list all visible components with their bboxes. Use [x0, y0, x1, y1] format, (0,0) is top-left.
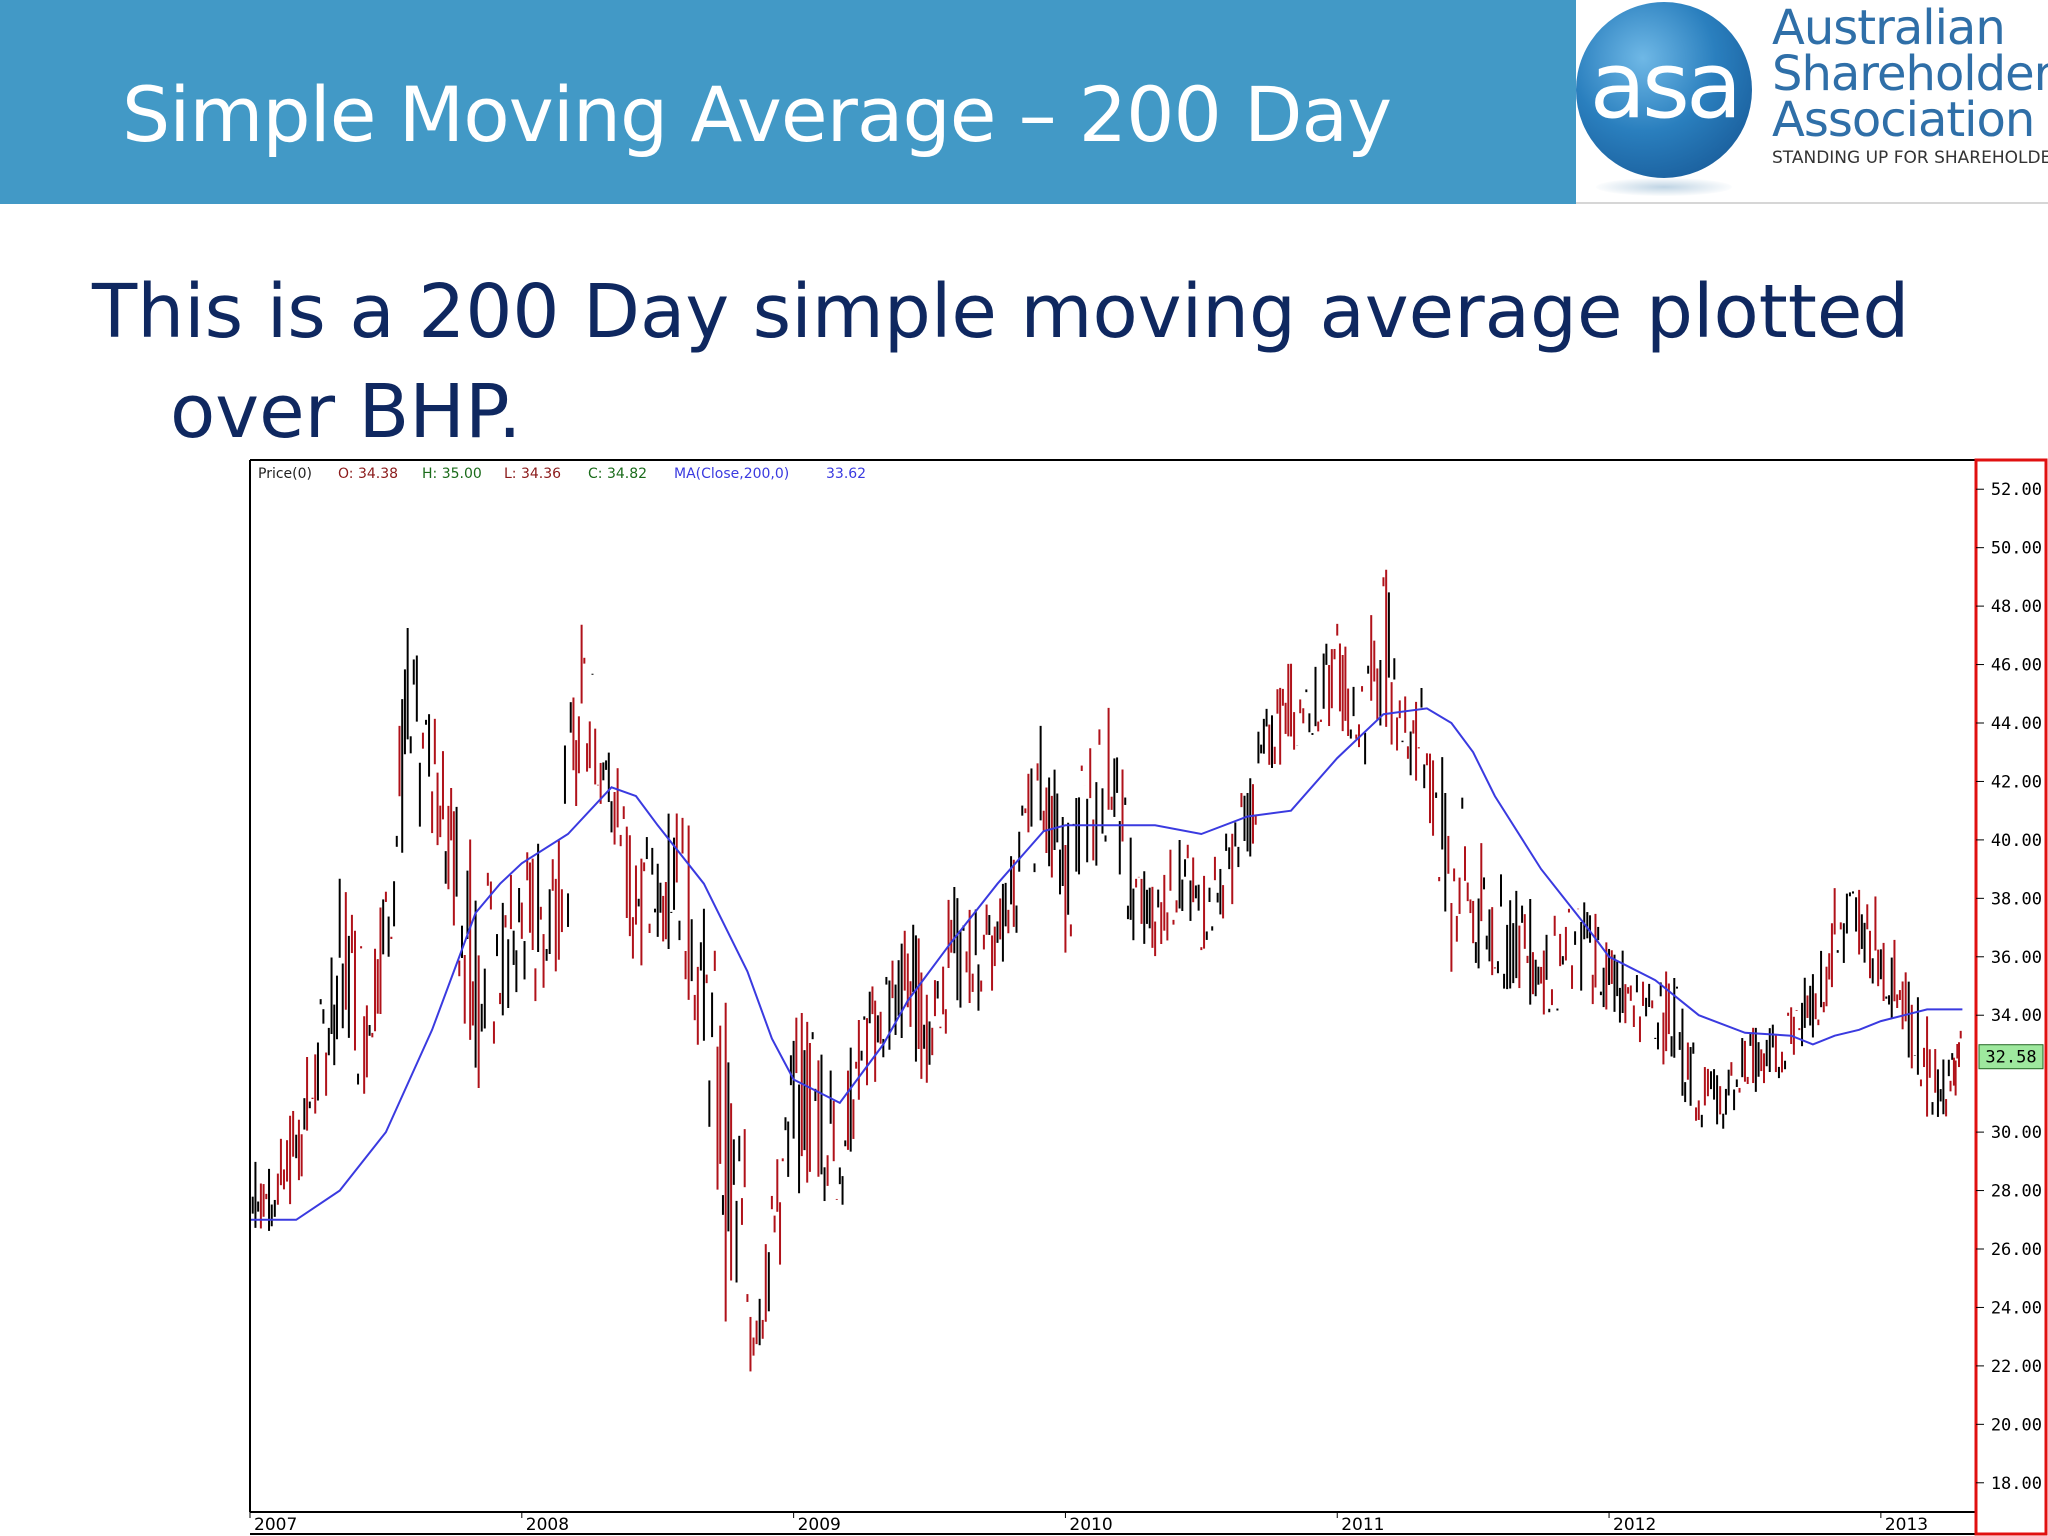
y-axis: 52.00 50.00 48.00 46.00 44.00 42.00 40.00 38.00…	[1976, 480, 2042, 1494]
slide-title: Simple Moving Average – 200 Day	[122, 70, 1392, 159]
body-line-1: This is a 200 Day simple moving average …	[92, 269, 1910, 355]
y-tick-label: 34.00	[1991, 1006, 2042, 1026]
y-tick-label: 24.00	[1991, 1298, 2042, 1318]
y-tick-label: 52.00	[1991, 480, 2042, 500]
y-tick-label: 38.00	[1991, 889, 2042, 909]
x-tick-label: 2009	[798, 1515, 841, 1535]
asa-logo: asa Australian Shareholders' Association…	[1576, 0, 2048, 204]
x-tick-label: 2008	[526, 1515, 569, 1535]
y-tick-label: 30.00	[1991, 1123, 2042, 1143]
slide-body: This is a 200 Day simple moving average …	[92, 262, 1992, 462]
x-tick-label: 2012	[1613, 1515, 1656, 1535]
logo-reflection	[1596, 178, 1732, 196]
x-tick-label: 2011	[1341, 1515, 1384, 1535]
y-tick-label: 46.00	[1991, 656, 2042, 676]
logo-line-3: Association	[1772, 92, 2035, 148]
price-chart: 2007 2008 2009 2010 2011 2012 2013 52.00 50.00 4…	[246, 456, 2048, 1536]
y-tick-label: 26.00	[1991, 1240, 2042, 1260]
logo-line-2: Shareholders'	[1772, 46, 2048, 102]
logo-tagline: STANDING UP FOR SHAREHOLDERS	[1772, 148, 2048, 168]
legend-ma-value: 33.62	[826, 466, 866, 482]
price-bars	[249, 569, 1962, 1372]
x-axis: 2007 2008 2009 2010 2011 2012 2013	[249, 1512, 1928, 1535]
y-tick-label: 44.00	[1991, 714, 2042, 734]
logo-divider	[1576, 202, 2048, 204]
y-tick-label: 28.00	[1991, 1182, 2042, 1202]
legend-price-label: Price(0)	[258, 466, 312, 482]
legend-close: C: 34.82	[588, 466, 647, 482]
last-price-box	[1978, 1044, 2044, 1070]
y-tick-label: 40.00	[1991, 831, 2042, 851]
chart-legend: Price(0) O: 34.38 H: 35.00 L: 34.36 C: 3…	[258, 466, 866, 482]
last-price-marker: 32.58	[1978, 1044, 2044, 1070]
legend-low: L: 34.36	[504, 466, 561, 482]
x-tick-label: 2010	[1069, 1515, 1112, 1535]
legend-high: H: 35.00	[422, 466, 482, 482]
y-tick-label: 36.00	[1991, 948, 2042, 968]
asa-logo-mark: asa	[1589, 32, 1743, 139]
asa-logo-circle: asa	[1576, 2, 1752, 178]
y-tick-label: 18.00	[1991, 1474, 2042, 1494]
y-tick-label: 20.00	[1991, 1415, 2042, 1435]
logo-line-1: Australian	[1772, 0, 2006, 56]
legend-ma-label: MA(Close,200,0)	[674, 466, 789, 482]
y-tick-label: 48.00	[1991, 597, 2042, 617]
y-axis-panel	[1974, 458, 2048, 1536]
y-tick-label: 42.00	[1991, 772, 2042, 792]
x-tick-label: 2013	[1885, 1515, 1928, 1535]
body-line-2: over BHP.	[170, 369, 522, 455]
chart-background	[246, 456, 2048, 1536]
y-tick-label: 50.00	[1991, 539, 2042, 559]
title-bar: Simple Moving Average – 200 Day	[0, 0, 1576, 204]
legend-open: O: 34.38	[338, 466, 398, 482]
y-tick-label: 22.00	[1991, 1357, 2042, 1377]
ma-line	[250, 707, 1963, 1221]
last-price-label: 32.58	[1985, 1048, 2036, 1068]
x-tick-label: 2007	[254, 1515, 297, 1535]
